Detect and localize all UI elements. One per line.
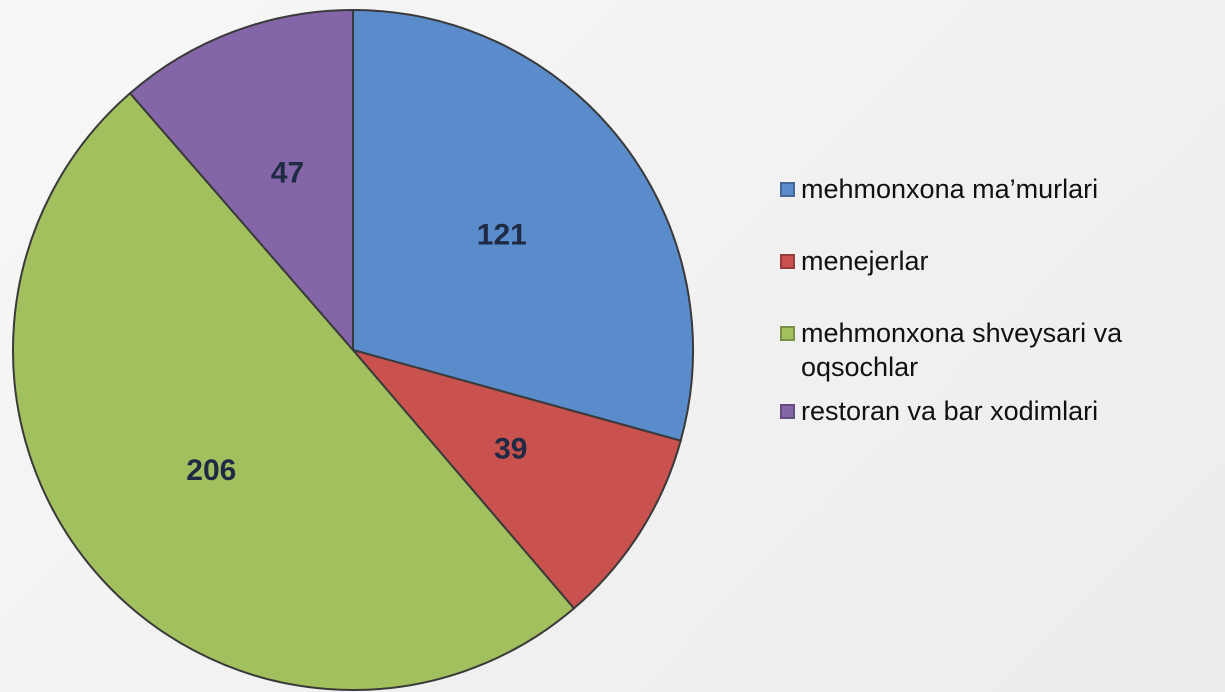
chart: 121 39 206 47 <box>11 8 694 691</box>
legend-swatch <box>780 182 795 197</box>
data-label: 206 <box>186 454 236 487</box>
pie-slice <box>11 91 576 691</box>
legend-item: menejerlar <box>780 244 1160 278</box>
data-label: 47 <box>271 157 304 190</box>
pie-slice <box>350 348 682 610</box>
legend-label: mehmonxona shveysari va oqsochlar <box>801 318 1123 382</box>
pie-slice <box>128 8 354 353</box>
legend-item: mehmonxona shveysari va oqsochlar <box>780 316 1160 384</box>
data-label: 121 <box>477 219 527 252</box>
legend-swatch <box>780 326 795 341</box>
pie-slice <box>352 8 694 442</box>
legend-swatch <box>780 404 795 419</box>
legend-label: restoran va bar xodimlari <box>801 396 1099 426</box>
legend-swatch <box>780 254 795 269</box>
data-label: 39 <box>494 432 527 465</box>
legend-item: restoran va bar xodimlari <box>780 394 1160 428</box>
legend-item: mehmonxona ma’murlari <box>780 172 1160 206</box>
legend-label: menejerlar <box>801 246 929 276</box>
legend-label: mehmonxona ma’murlari <box>801 174 1099 204</box>
legend: mehmonxona ma’murlari menejerlar mehmonxon… <box>780 172 1160 466</box>
